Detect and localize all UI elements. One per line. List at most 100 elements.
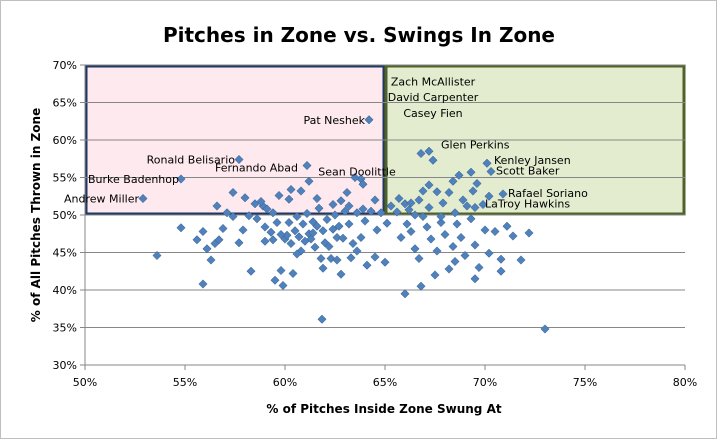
data-point (350, 172, 360, 183)
data-point (252, 214, 262, 224)
data-point (296, 186, 306, 196)
data-point (490, 226, 500, 237)
data-point (234, 238, 244, 248)
data-point (306, 234, 316, 244)
data-point (470, 274, 480, 284)
data-point (448, 241, 458, 252)
data-point (218, 223, 228, 234)
data-point (364, 115, 374, 125)
y-tick-label: 65% (53, 97, 77, 110)
data-point (400, 289, 410, 299)
data-point (410, 210, 420, 220)
data-point (312, 193, 322, 204)
data-point (284, 194, 294, 204)
data-point (288, 268, 298, 279)
data-point (212, 201, 222, 211)
data-point (352, 246, 362, 256)
data-point (238, 225, 248, 235)
data-point (328, 199, 338, 210)
data-point (344, 219, 354, 229)
data-point (382, 218, 392, 228)
data-point (362, 260, 372, 270)
chart-title: Pitches in Zone vs. Swings In Zone (163, 23, 555, 47)
data-point (424, 202, 434, 213)
data-point (482, 158, 492, 168)
gridlines (85, 64, 685, 328)
data-point (456, 232, 466, 243)
data-point (416, 148, 426, 159)
y-tick-label: 50% (53, 209, 77, 222)
data-point (334, 221, 344, 231)
point-label: Casey Fien (403, 107, 462, 120)
y-tick-label: 70% (53, 59, 77, 72)
data-point (448, 176, 458, 186)
data-point (428, 155, 438, 165)
data-point (502, 221, 512, 231)
data-point (244, 211, 254, 221)
data-point (436, 211, 446, 222)
data-point (176, 174, 186, 184)
x-axis-title: % of Pitches Inside Zone Swung At (266, 402, 501, 416)
data-point (486, 166, 496, 177)
data-point (152, 250, 162, 261)
data-point (316, 253, 326, 264)
data-point (450, 208, 460, 218)
x-tick-label: 60% (273, 376, 297, 389)
data-point (266, 227, 276, 237)
data-point (406, 226, 416, 237)
point-label: Burke Badenhop (88, 173, 179, 186)
point-label: LaTroy Hawkins (485, 198, 570, 211)
data-point (466, 167, 476, 177)
data-point (414, 253, 424, 264)
data-point (318, 263, 328, 273)
y-tick-label: 60% (53, 134, 77, 147)
data-point (366, 206, 376, 216)
data-point (296, 246, 306, 256)
point-label: Rafael Soriano (508, 187, 588, 200)
data-point (444, 187, 454, 198)
data-point (222, 208, 232, 218)
point-label: Sean Doolittle (318, 165, 396, 178)
data-point (310, 242, 320, 252)
y-axis-title: % of All Pitches Thrown in Zone (29, 108, 43, 322)
data-point (480, 225, 490, 235)
data-point (496, 266, 506, 276)
data-point (516, 255, 526, 265)
data-point (214, 235, 224, 245)
data-point (260, 222, 270, 232)
data-point (228, 187, 238, 198)
data-point (484, 191, 494, 201)
data-point (234, 154, 244, 165)
data-point (496, 254, 506, 264)
data-point (270, 275, 280, 285)
data-point (470, 240, 480, 250)
data-point (436, 217, 446, 228)
data-point (294, 232, 304, 242)
data-point (332, 232, 342, 243)
data-point (424, 180, 434, 190)
data-point (466, 214, 476, 224)
data-point (202, 244, 212, 254)
data-point (344, 201, 354, 211)
data-point (392, 207, 402, 217)
data-point (292, 211, 302, 222)
data-point (372, 225, 382, 235)
data-point (322, 214, 332, 225)
point-label: Andrew Miller (64, 193, 139, 206)
data-point (418, 186, 428, 196)
axes: 50% 55% 60% 65% 70% 75% 80% 30% 35% 40% 45% 50% 55% 6… (53, 59, 698, 389)
x-tick-label: 65% (373, 376, 397, 389)
data-point (438, 198, 448, 208)
data-point (260, 236, 270, 246)
data-point (330, 210, 340, 220)
data-point (290, 226, 300, 236)
data-point (336, 196, 346, 206)
data-point (472, 178, 482, 189)
data-point (286, 184, 296, 195)
data-point (394, 193, 404, 204)
data-point (462, 201, 472, 211)
data-point (498, 189, 508, 199)
data-point (198, 226, 208, 237)
